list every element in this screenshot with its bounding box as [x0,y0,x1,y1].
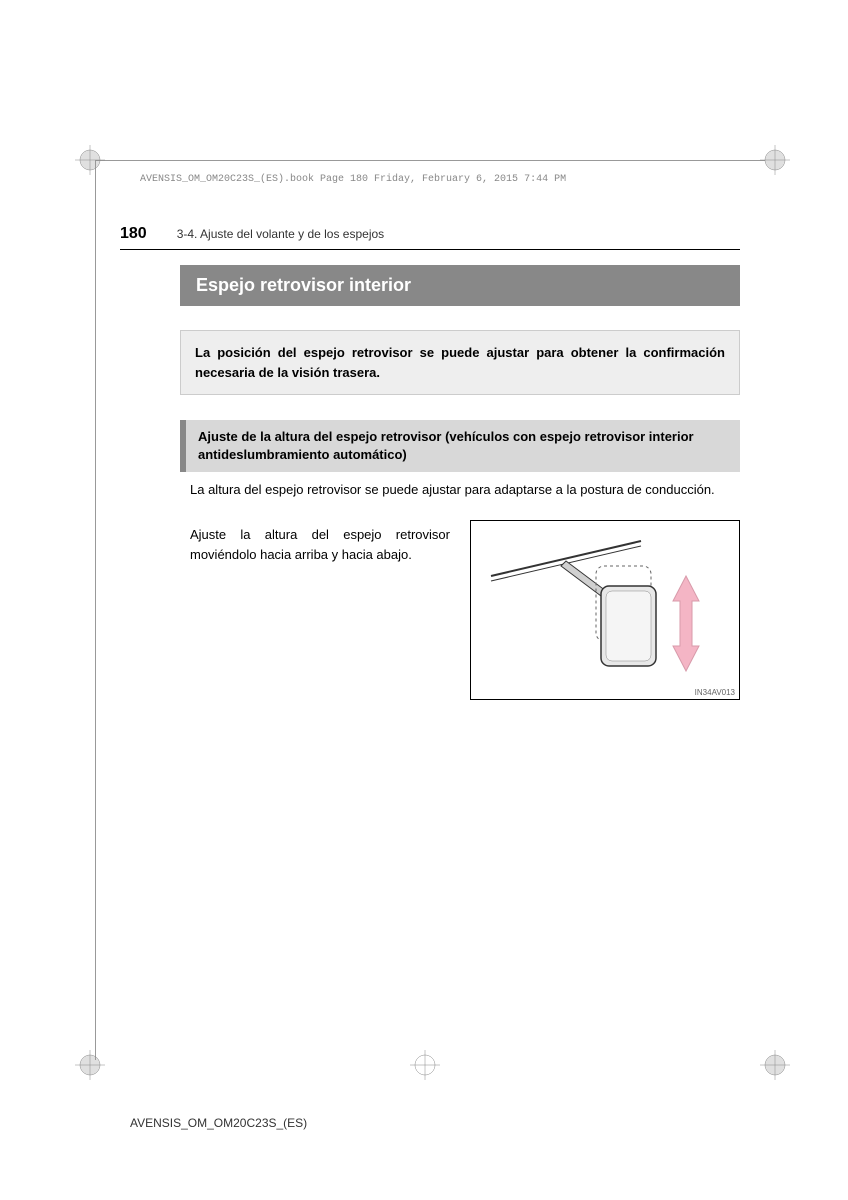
section-breadcrumb: 3-4. Ajuste del volante y de los espejos [177,227,384,241]
diagram-code: IN34AV013 [695,688,735,697]
page-number: 180 [120,225,147,243]
crop-line-left [95,160,96,1060]
body-text: La altura del espejo retrovisor se puede… [190,480,740,500]
crop-mark-icon [75,145,105,175]
illustration-mirror: IN34AV013 [470,520,740,700]
intro-text: La posición del espejo retrovisor se pue… [180,330,740,395]
crop-mark-icon [410,1050,440,1080]
crop-line-top [95,160,765,161]
crop-mark-icon [75,1050,105,1080]
mirror-diagram-icon [471,521,741,701]
body-text: Ajuste la altura del espejo retrovisor m… [190,525,450,564]
crop-mark-icon [760,145,790,175]
subsection-heading: Ajuste de la altura del espejo retroviso… [180,420,740,472]
footer-document-code: AVENSIS_OM_OM20C23S_(ES) [130,1116,307,1130]
document-metadata: AVENSIS_OM_OM20C23S_(ES).book Page 180 F… [140,174,566,185]
section-title: Espejo retrovisor interior [180,265,740,306]
crop-mark-icon [760,1050,790,1080]
page-header: 180 3-4. Ajuste del volante y de los esp… [120,225,740,250]
